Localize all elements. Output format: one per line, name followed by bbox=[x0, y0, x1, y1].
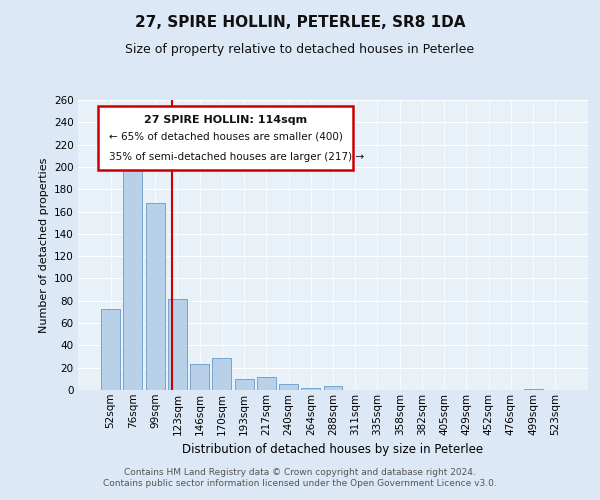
X-axis label: Distribution of detached houses by size in Peterlee: Distribution of detached houses by size … bbox=[182, 443, 484, 456]
Bar bbox=[301, 388, 320, 390]
Text: 27 SPIRE HOLLIN: 114sqm: 27 SPIRE HOLLIN: 114sqm bbox=[145, 114, 307, 124]
Text: Contains HM Land Registry data © Crown copyright and database right 2024.
Contai: Contains HM Land Registry data © Crown c… bbox=[103, 468, 497, 487]
Bar bbox=[190, 364, 209, 390]
Y-axis label: Number of detached properties: Number of detached properties bbox=[38, 158, 49, 332]
Bar bbox=[168, 298, 187, 390]
Bar bbox=[212, 358, 231, 390]
Bar bbox=[279, 384, 298, 390]
Text: 35% of semi-detached houses are larger (217) →: 35% of semi-detached houses are larger (… bbox=[109, 152, 364, 162]
Bar bbox=[235, 379, 254, 390]
Bar bbox=[323, 386, 343, 390]
Text: 27, SPIRE HOLLIN, PETERLEE, SR8 1DA: 27, SPIRE HOLLIN, PETERLEE, SR8 1DA bbox=[135, 15, 465, 30]
Bar bbox=[101, 308, 120, 390]
Bar bbox=[124, 162, 142, 390]
Text: Size of property relative to detached houses in Peterlee: Size of property relative to detached ho… bbox=[125, 42, 475, 56]
Bar bbox=[146, 202, 164, 390]
Bar bbox=[524, 389, 542, 390]
Bar bbox=[257, 376, 276, 390]
Text: ← 65% of detached houses are smaller (400): ← 65% of detached houses are smaller (40… bbox=[109, 132, 343, 142]
FancyBboxPatch shape bbox=[98, 106, 353, 170]
